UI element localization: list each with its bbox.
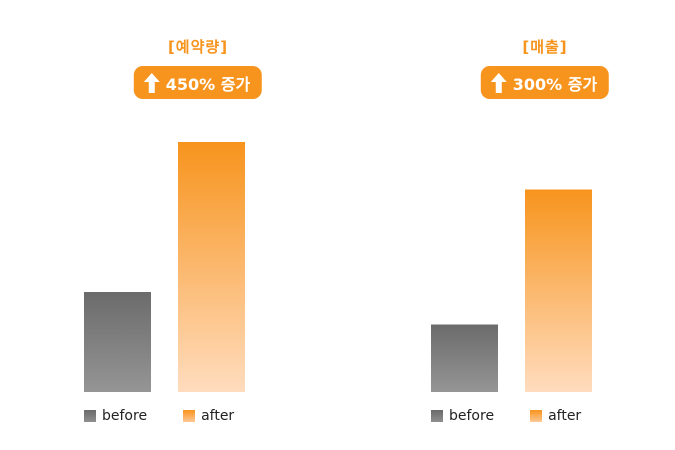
bar-before	[431, 324, 498, 392]
arrow-up-icon	[490, 72, 507, 93]
increase-badge-label: 300% 증가	[512, 74, 598, 94]
chart-title: [예약량]	[167, 38, 229, 56]
bar-plot-sales	[431, 189, 592, 392]
increase-badge: 450% 증가	[133, 66, 263, 99]
legend-item-before: before	[431, 408, 494, 424]
legend: before after	[84, 408, 234, 424]
chart-panel-sales: [매출] 300% 증가 before after	[405, 0, 675, 450]
increase-badge-label: 450% 증가	[165, 74, 251, 94]
increase-badge: 300% 증가	[480, 66, 610, 99]
chart-title: [매출]	[522, 38, 568, 56]
legend: before after	[431, 408, 581, 424]
legend-swatch-after	[183, 410, 196, 422]
bar-after	[178, 142, 245, 392]
arrow-up-icon	[143, 72, 160, 93]
bar-after	[525, 189, 592, 392]
legend-item-before: before	[84, 408, 147, 424]
legend-swatch-before	[431, 410, 443, 422]
legend-label-before: before	[449, 408, 495, 424]
chart-panel-reservations: [예약량] 450% 증가 before after	[58, 0, 338, 450]
bar-before	[84, 292, 151, 392]
legend-item-after: after	[183, 408, 234, 424]
legend-label-after: after	[201, 408, 235, 424]
legend-label-before: before	[102, 408, 148, 424]
legend-swatch-after	[530, 410, 543, 422]
bar-plot-reservations	[84, 142, 245, 392]
legend-label-after: after	[548, 408, 582, 424]
legend-item-after: after	[530, 408, 581, 424]
legend-swatch-before	[84, 410, 96, 422]
